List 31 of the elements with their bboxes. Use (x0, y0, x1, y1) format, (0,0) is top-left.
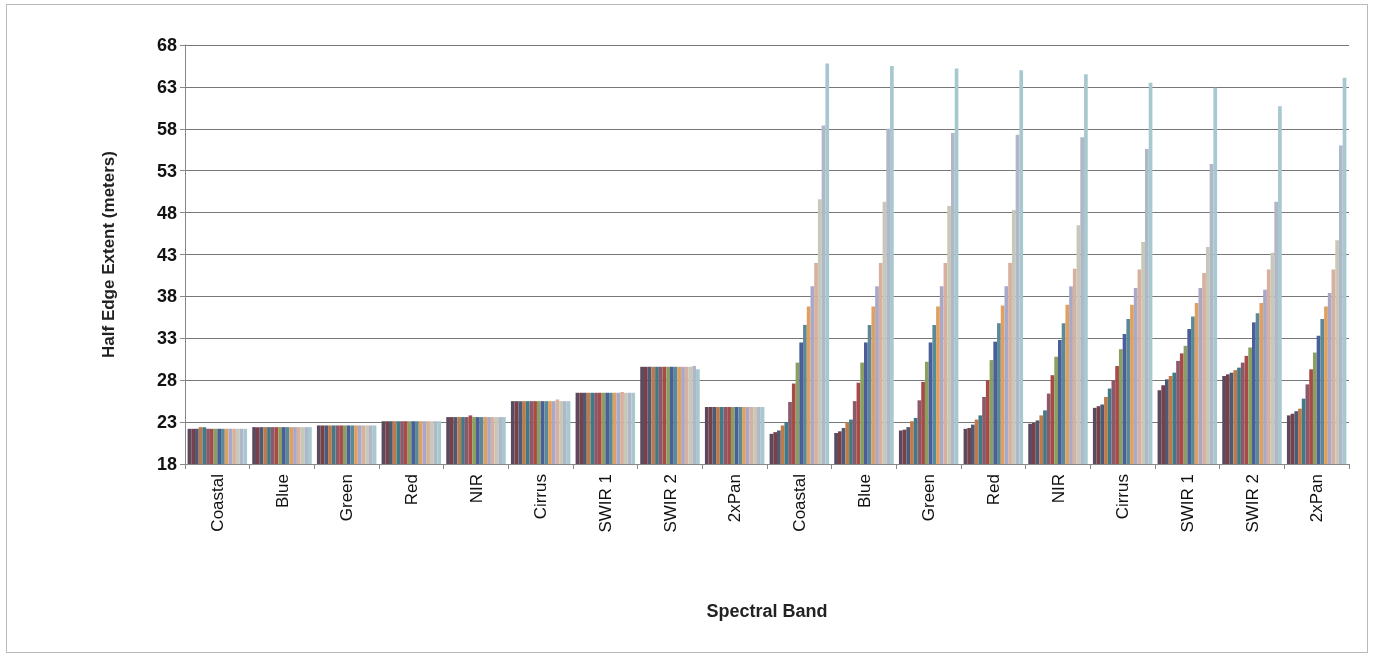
x-tick-label: SWIR 2 (660, 474, 680, 533)
y-tick-label: 33 (156, 328, 177, 349)
y-tick-label: 68 (156, 35, 177, 55)
y-tick-label: 43 (156, 244, 177, 265)
x-tick-label: Green (337, 474, 357, 522)
y-tick-label: 38 (156, 286, 177, 307)
x-tick-label: 2xPan (725, 474, 745, 523)
x-tick-label: Red (401, 474, 421, 506)
x-tick-label: Cirrus (531, 474, 551, 520)
x-tick-label: Coastal (789, 474, 809, 532)
y-axis-title: Half Edge Extent (meters) (99, 151, 118, 358)
y-tick-label: 28 (156, 370, 177, 391)
x-tick-label: Coastal (207, 474, 227, 532)
x-tick-label: NIR (1048, 474, 1068, 504)
x-tick-label: Blue (272, 474, 292, 509)
y-tick-label: 23 (156, 412, 177, 433)
x-tick-label: Blue (854, 474, 874, 509)
x-tick-label: Cirrus (1113, 474, 1133, 520)
x-tick-label: 2xPan (1307, 474, 1327, 523)
y-tick-label: 63 (156, 76, 177, 97)
y-tick-label: 18 (156, 454, 177, 474)
y-tick-label: 53 (156, 160, 177, 181)
y-tick-label: 48 (156, 202, 177, 223)
x-tick-label: SWIR 2 (1242, 474, 1262, 533)
x-tick-label: Green (919, 474, 939, 522)
x-tick-label: Red (983, 474, 1003, 506)
x-tick-label: SWIR 1 (595, 474, 615, 533)
x-tick-label: SWIR 1 (1177, 474, 1197, 533)
x-tick-label: NIR (466, 474, 486, 504)
y-tick-label: 58 (156, 118, 177, 139)
x-axis-title: Spectral Band (706, 601, 828, 621)
